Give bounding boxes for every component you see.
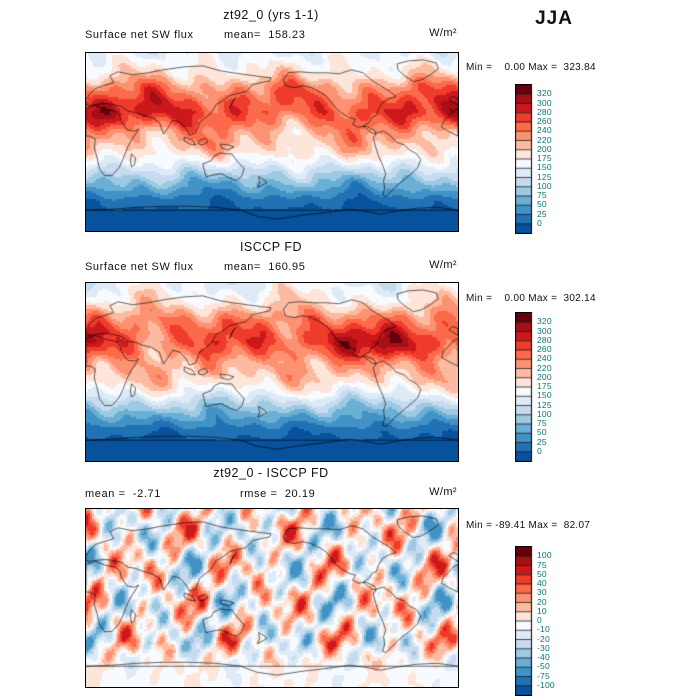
- panel2-minmax-stat: Min = 0.00 Max = 302.14: [466, 293, 596, 304]
- colorbar-tick-label: 260: [537, 344, 552, 354]
- colorbar-tick-label: 175: [537, 153, 552, 163]
- colorbar-tick-label: -20: [537, 633, 550, 644]
- panel1-map: [85, 52, 459, 232]
- panel1-colorbar-canvas: [515, 84, 533, 234]
- panel1-mean-stat: mean= 158.23: [224, 29, 306, 41]
- colorbar-tick-label: 40: [537, 578, 547, 588]
- panel2-map: [85, 282, 459, 462]
- colorbar-tick-label: 50: [537, 568, 547, 579]
- colorbar-tick-label: 75: [537, 418, 547, 428]
- colorbar-tick-label: 150: [537, 390, 552, 401]
- colorbar-tick-label: 150: [537, 162, 552, 173]
- colorbar-tick-label: 320: [537, 316, 552, 327]
- panel3-map-canvas: [86, 509, 458, 687]
- colorbar-tick-label: 100: [537, 180, 552, 191]
- colorbar-tick-label: 320: [537, 88, 552, 99]
- panel2-colorbar: 320 300 280 260 240 220 200 175 150 125 100 75 50 25 0: [515, 312, 595, 464]
- colorbar-tick-label: 100: [537, 408, 552, 419]
- panel1-minmax-stat: Min = 0.00 Max = 323.84: [466, 62, 596, 73]
- panel3-rmse-stat: rmse = 20.19: [240, 488, 316, 500]
- colorbar-tick-label: 280: [537, 106, 552, 117]
- colorbar-tick-label: 200: [537, 371, 552, 382]
- colorbar-tick-label: 100: [537, 550, 552, 561]
- colorbar-tick-label: 50: [537, 199, 547, 210]
- panel1-units-label: W/m²: [429, 27, 457, 39]
- colorbar-tick-label: 50: [537, 427, 547, 438]
- panel3-colorbar: 100 75 50 40 30 20 10 0 -10 -20 -30 -40 -50 -75 -100: [515, 546, 595, 698]
- colorbar-tick-label: 0: [537, 445, 542, 456]
- colorbar-tick-label: 0: [537, 615, 542, 625]
- colorbar-tick-label: 20: [537, 596, 547, 607]
- colorbar-tick-label: 0: [537, 217, 542, 228]
- colorbar-tick-label: 260: [537, 116, 552, 126]
- colorbar-tick-label: -30: [537, 642, 550, 653]
- colorbar-tick-label: 280: [537, 334, 552, 345]
- colorbar-tick-label: 300: [537, 97, 552, 108]
- colorbar-tick-label: -10: [537, 624, 550, 635]
- panel1-colorbar: 320 300 280 260 240 220 200 175 150 125 100 75 50 25 0: [515, 84, 595, 236]
- panel3-units-label: W/m²: [429, 486, 457, 498]
- colorbar-tick-label: 220: [537, 362, 552, 373]
- panel2-variable-label: Surface net SW flux: [85, 261, 194, 273]
- colorbar-tick-label: 25: [537, 436, 547, 447]
- season-label: JJA: [535, 8, 573, 29]
- panel1-variable-label: Surface net SW flux: [85, 29, 194, 41]
- panel1-title: zt92_0 (yrs 1-1): [223, 8, 319, 22]
- colorbar-tick-label: 10: [537, 605, 547, 616]
- panel1-map-canvas: [86, 53, 458, 231]
- colorbar-tick-label: 240: [537, 125, 552, 136]
- panel3-title: zt92_0 - ISCCP FD: [213, 466, 329, 480]
- colorbar-tick-label: 125: [537, 399, 552, 410]
- colorbar-tick-label: 200: [537, 143, 552, 154]
- panel2-units-label: W/m²: [429, 259, 457, 271]
- panel3-minmax-stat: Min = -89.41 Max = 82.07: [466, 520, 591, 531]
- colorbar-tick-label: -50: [537, 661, 550, 672]
- colorbar-tick-label: 75: [537, 190, 547, 200]
- colorbar-tick-label: 75: [537, 559, 547, 570]
- colorbar-tick-label: -100: [537, 679, 555, 690]
- colorbar-tick-label: 30: [537, 587, 547, 598]
- colorbar-tick-label: -75: [537, 670, 550, 681]
- colorbar-tick-label: 25: [537, 208, 547, 219]
- panel3-mean-stat: mean = -2.71: [85, 488, 161, 500]
- panel2-map-canvas: [86, 283, 458, 461]
- panel2-mean-stat: mean= 160.95: [224, 261, 306, 273]
- colorbar-tick-label: 175: [537, 381, 552, 391]
- panel2-title: ISCCP FD: [239, 240, 303, 254]
- panel3-map: [85, 508, 459, 688]
- colorbar-tick-label: 300: [537, 325, 552, 336]
- colorbar-tick-label: -40: [537, 652, 550, 662]
- colorbar-tick-label: 240: [537, 353, 552, 364]
- colorbar-tick-label: 220: [537, 134, 552, 145]
- panel3-colorbar-canvas: [515, 546, 533, 696]
- colorbar-tick-label: 125: [537, 171, 552, 182]
- panel2-colorbar-canvas: [515, 312, 533, 462]
